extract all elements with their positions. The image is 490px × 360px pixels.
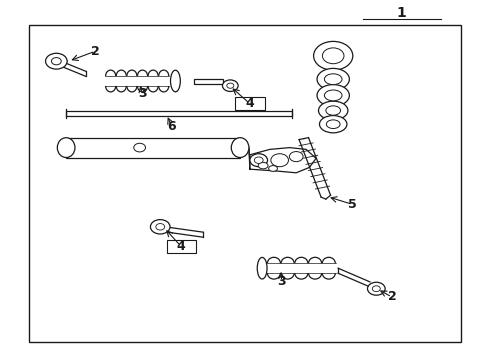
Ellipse shape [231,138,249,158]
Bar [167,240,196,253]
Circle shape [222,80,238,91]
Circle shape [271,154,289,167]
Bar [66,111,292,116]
Ellipse shape [254,157,263,163]
Bar [235,97,265,110]
Ellipse shape [317,68,349,90]
Circle shape [46,53,67,69]
Text: 2: 2 [388,291,396,303]
Ellipse shape [57,138,75,158]
Circle shape [227,83,234,88]
Text: 5: 5 [348,198,357,211]
Ellipse shape [326,106,341,115]
Circle shape [51,58,61,65]
Text: 4: 4 [245,97,254,110]
Circle shape [150,220,170,234]
Ellipse shape [250,154,268,167]
Bar [29,25,461,342]
Ellipse shape [318,101,348,120]
Circle shape [368,282,385,295]
Text: 1: 1 [397,6,407,19]
Bar [194,79,223,84]
Text: 2: 2 [91,45,100,58]
Circle shape [156,224,165,230]
Ellipse shape [322,48,344,64]
Ellipse shape [324,74,342,85]
Text: 3: 3 [277,275,286,288]
Text: 3: 3 [138,87,147,100]
Ellipse shape [319,116,347,133]
Text: 6: 6 [167,120,176,132]
Ellipse shape [258,162,268,169]
Bar [66,138,240,158]
Circle shape [289,152,303,162]
Ellipse shape [317,85,349,106]
Ellipse shape [269,166,277,171]
Ellipse shape [326,120,340,129]
Ellipse shape [171,70,180,92]
Ellipse shape [257,257,267,279]
Circle shape [372,286,380,292]
Ellipse shape [324,90,342,101]
Text: 4: 4 [177,240,186,253]
Ellipse shape [314,41,353,70]
Circle shape [134,143,146,152]
